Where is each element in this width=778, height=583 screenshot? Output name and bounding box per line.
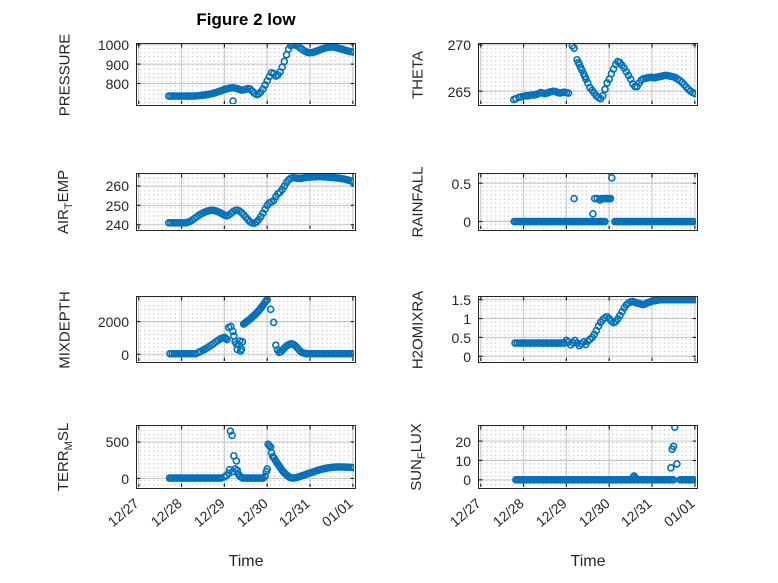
y-axis-label-theta: THETA xyxy=(410,50,427,98)
y-tick-label-h2omixra: 0 xyxy=(463,348,471,365)
plot-area-theta xyxy=(478,43,698,106)
y-axis-label-text: SL xyxy=(55,422,72,442)
y-tick-label-theta: 265 xyxy=(447,83,471,100)
y-axis-label-terr-msl: TERRMSL xyxy=(55,423,75,491)
plot-svg-sun-flux xyxy=(479,426,697,488)
y-tick-label-air-temp: 250 xyxy=(105,197,129,214)
y-tick-label-air-temp: 240 xyxy=(105,217,129,234)
y-tick-label-rainfall: 0 xyxy=(463,213,471,230)
plot-svg-h2omixra xyxy=(479,297,697,362)
plot-area-rainfall xyxy=(478,173,698,231)
y-tick-label-mixdepth: 2000 xyxy=(97,313,129,330)
y-axis-label-text: TERR xyxy=(55,450,72,492)
y-tick-label-pressure: 800 xyxy=(105,75,129,92)
y-tick-label-sun-flux: 20 xyxy=(455,433,471,450)
y-axis-label-sub: M xyxy=(63,441,75,451)
y-tick-label-h2omixra: 1 xyxy=(463,310,471,327)
y-tick-label-mixdepth: 0 xyxy=(121,346,129,363)
plot-area-sun-flux xyxy=(478,425,698,489)
plot-svg-air-temp xyxy=(137,174,355,230)
y-tick-label-pressure: 900 xyxy=(105,56,129,73)
y-axis-label-air-temp: AIRTEMP xyxy=(55,170,75,234)
y-axis-label-text: H2OMIXRA xyxy=(409,290,427,369)
plot-svg-pressure xyxy=(137,44,355,105)
y-axis-label-mixdepth: MIXDEPTH xyxy=(57,291,74,369)
y-axis-label-text: RAINFALL xyxy=(409,166,427,238)
y-tick-label-pressure: 1000 xyxy=(97,37,129,54)
x-axis-label-left: Time xyxy=(228,553,264,570)
y-axis-label-text: PRESSURE xyxy=(56,33,74,116)
plot-svg-theta xyxy=(479,44,697,105)
y-axis-label-text: EMP xyxy=(55,169,72,203)
plot-area-terr-msl xyxy=(136,425,356,489)
y-axis-label-text: MIXDEPTH xyxy=(56,290,74,369)
y-axis-label-text: LUX xyxy=(408,423,425,453)
y-axis-label-sun-flux: SUNFLUX xyxy=(408,423,428,491)
y-tick-label-rainfall: 0.5 xyxy=(451,175,471,192)
plot-area-h2omixra xyxy=(478,296,698,363)
y-axis-label-sub: F xyxy=(416,452,428,460)
plot-svg-mixdepth xyxy=(137,297,355,362)
y-axis-label-text: AIR xyxy=(55,209,72,235)
y-axis-label-pressure: PRESSURE xyxy=(57,33,74,116)
y-tick-label-theta: 270 xyxy=(447,37,471,54)
y-axis-label-text: THETA xyxy=(409,50,427,99)
plot-svg-rainfall xyxy=(479,174,697,230)
y-tick-label-h2omixra: 0.5 xyxy=(451,329,471,346)
y-axis-label-sub: T xyxy=(63,202,75,210)
plot-area-pressure xyxy=(136,43,356,106)
plot-area-mixdepth xyxy=(136,296,356,363)
y-axis-label-h2omixra: H2OMIXRA xyxy=(410,290,427,368)
plot-area-air-temp xyxy=(136,173,356,231)
figure-title: Figure 2 low xyxy=(196,10,296,29)
x-axis-label-right: Time xyxy=(570,553,606,570)
y-axis-label-rainfall: RAINFALL xyxy=(410,167,427,238)
y-tick-label-sun-flux: 0 xyxy=(463,472,471,489)
y-tick-label-terr-msl: 500 xyxy=(105,434,129,451)
plot-svg-terr-msl xyxy=(137,426,355,488)
y-tick-label-air-temp: 260 xyxy=(105,178,129,195)
minor-grid xyxy=(479,297,697,362)
y-tick-label-sun-flux: 10 xyxy=(455,452,471,469)
y-axis-label-text: SUN xyxy=(408,459,425,491)
y-tick-label-h2omixra: 1.5 xyxy=(451,292,471,309)
y-tick-label-terr-msl: 0 xyxy=(121,470,129,487)
